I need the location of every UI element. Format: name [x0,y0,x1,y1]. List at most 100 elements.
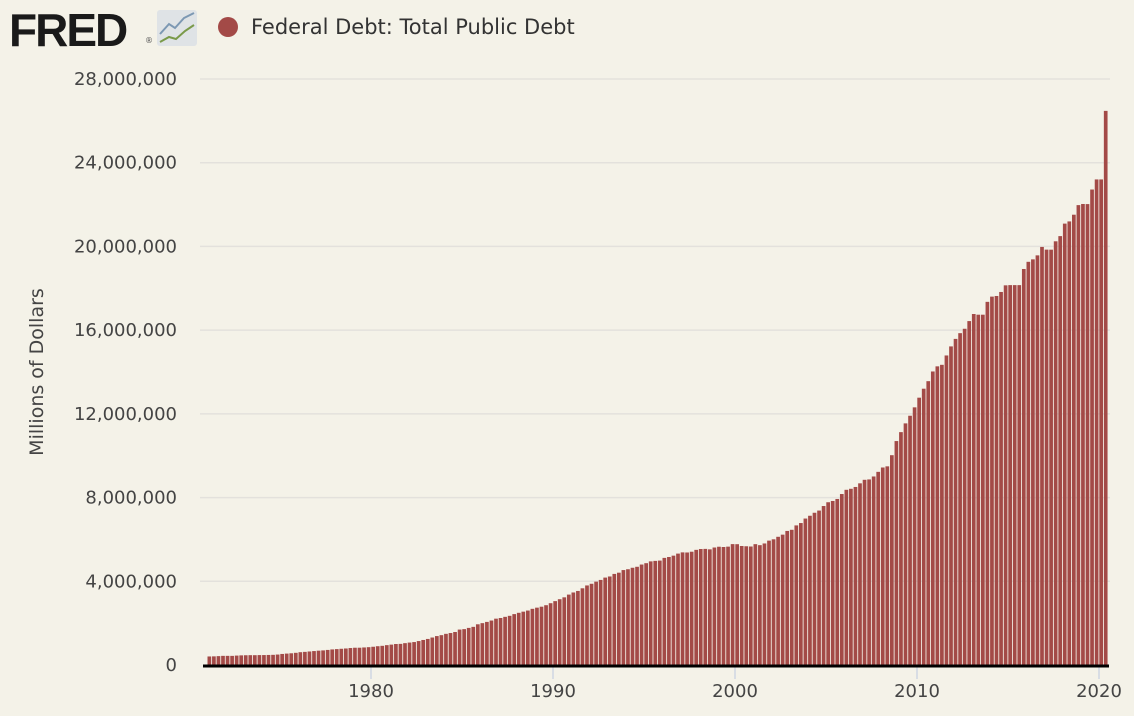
bar[interactable] [485,621,489,665]
bar[interactable] [1090,189,1094,665]
bar[interactable] [607,576,612,665]
bar[interactable] [912,407,917,665]
bar[interactable] [1072,214,1076,665]
bar[interactable] [876,471,881,665]
bar[interactable] [562,597,567,665]
bar[interactable] [990,296,994,665]
bar[interactable] [885,466,890,665]
bar[interactable] [535,607,539,665]
bar[interactable] [526,610,530,665]
bar[interactable] [357,647,362,665]
bar[interactable] [344,648,348,665]
bar[interactable] [262,655,266,665]
bar[interactable] [530,608,535,665]
bar[interactable] [257,655,262,665]
bar[interactable] [826,502,830,665]
bar[interactable] [862,479,867,665]
bar[interactable] [293,652,298,665]
bar[interactable] [657,560,662,665]
bar[interactable] [721,547,726,665]
bar[interactable] [662,557,667,665]
bar[interactable] [1099,179,1103,665]
bar[interactable] [1062,223,1067,665]
bar[interactable] [762,543,767,665]
bar[interactable] [421,639,426,665]
bar[interactable] [1085,204,1090,665]
bar[interactable] [321,650,325,665]
bar[interactable] [548,603,553,665]
bar[interactable] [589,583,594,665]
bar[interactable] [248,655,253,665]
bar[interactable] [1017,285,1022,665]
bar[interactable] [403,643,407,665]
bar[interactable] [730,544,735,665]
bar[interactable] [944,355,949,665]
bar[interactable] [767,540,771,665]
bar[interactable] [853,486,858,665]
bar[interactable] [985,301,990,665]
bar[interactable] [603,577,608,665]
bar[interactable] [384,645,389,665]
bar[interactable] [821,506,826,665]
bar[interactable] [1021,268,1026,665]
bar[interactable] [1049,249,1053,666]
bar[interactable] [594,581,598,665]
bar[interactable] [212,656,216,665]
bar[interactable] [1035,255,1040,666]
bar[interactable] [453,631,457,665]
bar[interactable] [744,546,749,665]
bar[interactable] [489,620,494,665]
bar[interactable] [1076,205,1081,665]
bar[interactable] [271,654,275,665]
legend-label[interactable]: Federal Debt: Total Public Debt [251,15,575,39]
bar[interactable] [949,346,953,665]
bar[interactable] [425,638,430,665]
bar[interactable] [598,579,603,665]
bar[interactable] [930,371,935,665]
bar[interactable] [617,572,621,665]
bar[interactable] [375,646,380,665]
bar[interactable] [407,642,412,665]
bar[interactable] [243,655,248,665]
bar[interactable] [776,536,780,665]
bar[interactable] [494,618,498,665]
bar[interactable] [394,644,398,665]
bar[interactable] [794,525,799,665]
bar[interactable] [698,549,703,665]
bar[interactable] [471,626,476,665]
bar[interactable] [1044,249,1049,665]
bar[interactable] [334,649,339,665]
bar[interactable] [325,649,330,665]
bar[interactable] [521,611,526,665]
bar[interactable] [808,515,812,665]
bar[interactable] [726,546,730,665]
bar[interactable] [667,556,671,665]
bar[interactable] [1008,285,1012,665]
bar[interactable] [612,573,617,665]
bar[interactable] [580,588,585,665]
bar[interactable] [239,655,244,665]
bar[interactable] [908,415,912,665]
bar[interactable] [1026,261,1031,665]
bar[interactable] [398,643,403,665]
bar[interactable] [316,650,321,665]
bar[interactable] [416,641,421,665]
bar[interactable] [958,333,962,665]
bar[interactable] [275,654,280,665]
bar[interactable] [858,483,862,665]
bar[interactable] [648,561,653,665]
bar[interactable] [353,647,357,665]
bar[interactable] [571,592,576,665]
bar[interactable] [626,569,630,665]
bar[interactable] [1031,259,1035,665]
fred-logo[interactable]: FRED [9,4,128,56]
bar[interactable] [799,523,803,665]
bar[interactable] [771,539,776,665]
bar[interactable] [330,649,335,665]
bar[interactable] [312,651,316,665]
bar[interactable] [621,570,626,665]
bar[interactable] [981,314,985,665]
bar[interactable] [284,653,289,665]
bar[interactable] [953,338,958,665]
bar[interactable] [348,648,353,665]
